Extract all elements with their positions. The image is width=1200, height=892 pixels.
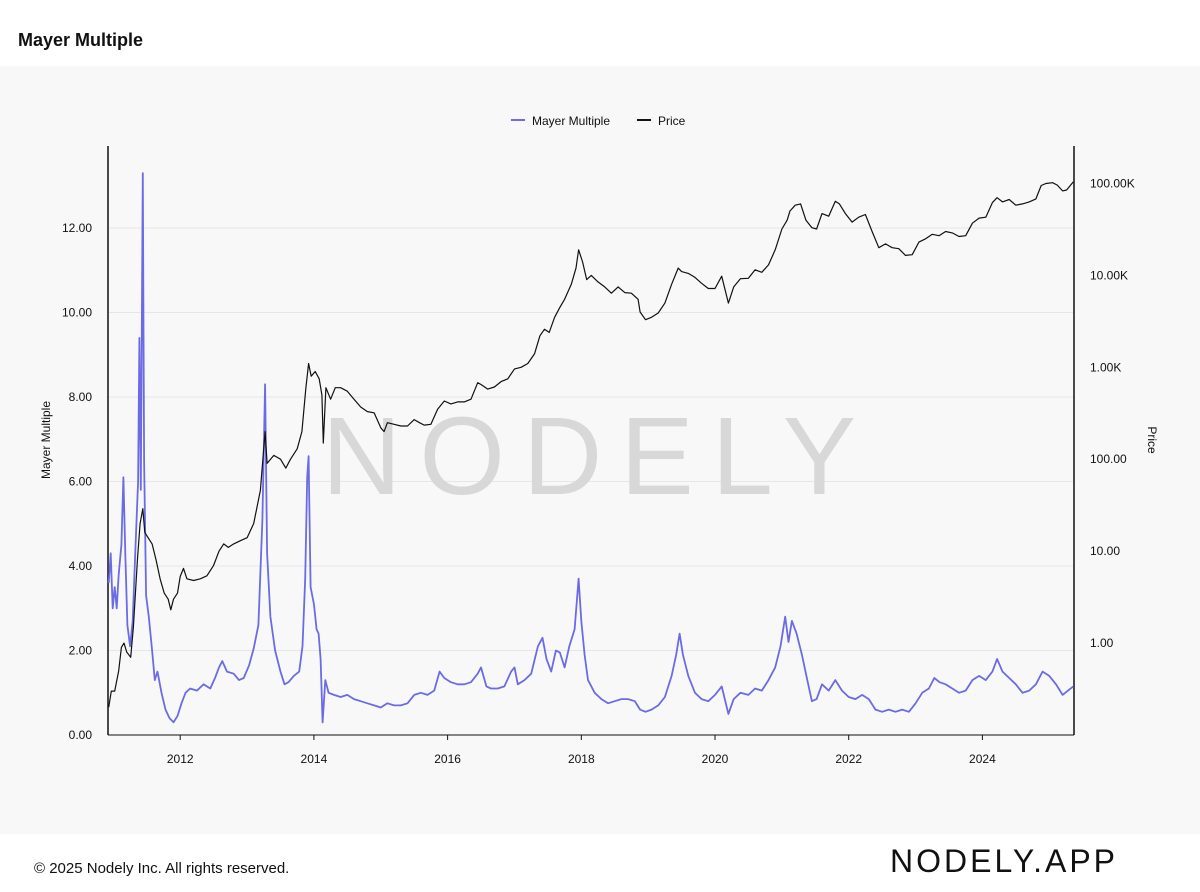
page-title: Mayer Multiple: [18, 30, 144, 50]
y-left-tick-label: 8.00: [69, 390, 93, 404]
gridlines: [108, 227, 1074, 651]
y-left-tick-label: 2.00: [69, 644, 93, 658]
y-right-tick-label: 1.00: [1090, 636, 1114, 650]
y-left-tick-label: 4.00: [69, 559, 93, 573]
y-right-tick-label: 100.00: [1090, 452, 1127, 466]
legend-label: Mayer Multiple: [532, 114, 610, 128]
x-tick-label: 2020: [702, 752, 729, 766]
x-tick-label: 2016: [434, 752, 461, 766]
copyright-text: © 2025 Nodely Inc. All rights reserved.: [34, 860, 290, 877]
x-tick-label: 2014: [301, 752, 328, 766]
y-left-tick-label: 0.00: [69, 728, 93, 742]
watermark: NODELY: [322, 395, 874, 518]
y-right-tick-label: 1.00K: [1090, 360, 1121, 374]
y-left-tick-label: 10.00: [62, 306, 92, 320]
legend: Mayer Multiple Price: [511, 114, 686, 128]
x-tick-label: 2022: [835, 752, 862, 766]
price-series-line: [108, 181, 1074, 708]
y-left-tick-label: 6.00: [69, 475, 93, 489]
series-layer: [107, 172, 1074, 724]
legend-label: Price: [658, 114, 686, 128]
y-right-tick-label: 10.00: [1090, 544, 1120, 558]
y-right-tick-label: 10.00K: [1090, 268, 1128, 282]
mayer-multiple-chart: NODELY Mayer Multiple Price 0.00 2.00 4.00 6…: [39, 114, 1159, 766]
x-tick-label: 2018: [568, 752, 595, 766]
mayer-multiple-series-line: [107, 172, 1074, 724]
y-right-axis-label: Price: [1145, 426, 1159, 454]
x-tick-label: 2012: [167, 752, 194, 766]
brand-logo: NODELY.APP: [890, 843, 1119, 879]
y-right-tick-label: 100.00K: [1090, 176, 1135, 190]
x-tick-label: 2024: [969, 752, 996, 766]
chart-panel: NODELY Mayer Multiple Price 0.00 2.00 4.00 6…: [0, 66, 1200, 834]
y-left-axis-label: Mayer Multiple: [39, 401, 53, 479]
axes: 0.00 2.00 4.00 6.00 8.00 10.00 12.00 1.00 10.00 1…: [39, 146, 1159, 766]
y-left-tick-label: 12.00: [62, 221, 92, 235]
